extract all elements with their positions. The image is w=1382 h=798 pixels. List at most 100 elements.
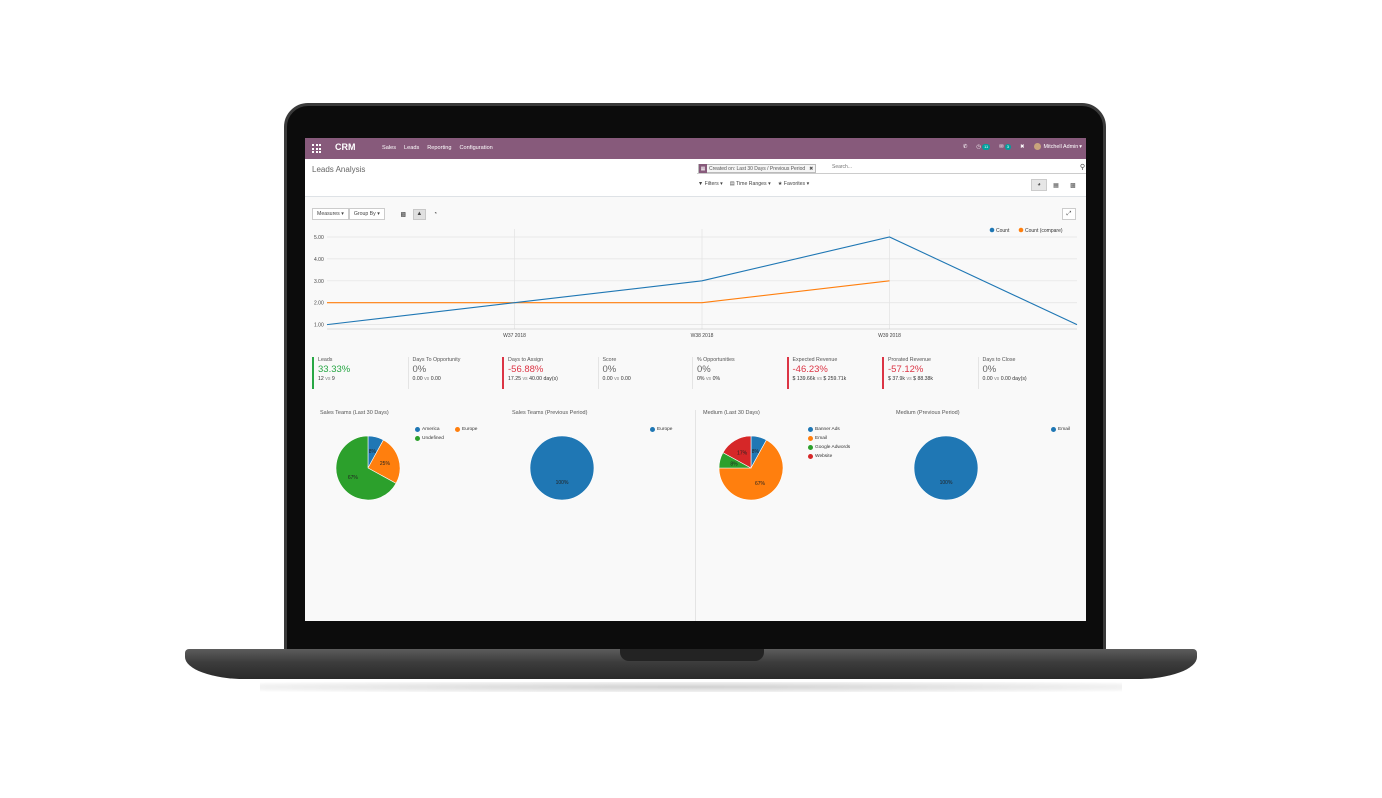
x-tick-label: W38 2018 <box>691 333 714 339</box>
pie-slice[interactable] <box>913 435 979 501</box>
kpi-percentage: -46.23% <box>792 364 828 375</box>
pie-slice-label: 67% <box>755 481 766 487</box>
kpi-card[interactable]: Days to Assign -56.88% 17.25 vs 40.00 day(… <box>502 357 598 389</box>
legend-label[interactable]: Count <box>996 228 1010 234</box>
pie-divider <box>695 410 696 621</box>
kpi-card[interactable]: % Opportunities 0% 0% vs 0% <box>692 357 787 389</box>
pie-slice[interactable] <box>335 435 397 501</box>
filters-dropdown[interactable]: ▼ Filters ▾ <box>698 181 723 187</box>
menu-leads[interactable]: Leads <box>404 145 420 151</box>
kpi-card[interactable]: Days To Opportunity 0% 0.00 vs 0.00 <box>407 357 503 389</box>
time-ranges-label: Time Ranges <box>736 181 767 187</box>
measures-button[interactable]: Measures ▾ <box>312 208 349 220</box>
kpi-previous: 0.00 <box>430 376 441 382</box>
tools-icon[interactable]: ✖ <box>1019 143 1025 150</box>
pie-legend: Europe <box>650 425 672 434</box>
pivot-view-icon[interactable]: ▦ <box>1053 182 1059 189</box>
kpi-current: 0% <box>697 376 705 382</box>
legend-item[interactable]: America <box>415 425 440 434</box>
y-tick-label: 4.00 <box>314 257 324 263</box>
legend-item[interactable]: Banner Ads <box>808 425 850 434</box>
menu-configuration[interactable]: Configuration <box>459 145 493 151</box>
app-brand[interactable]: CRM <box>335 142 356 152</box>
legend-dot <box>415 427 420 432</box>
line-chart-icon[interactable]: ▲ <box>412 208 426 220</box>
kpi-name: Score <box>602 357 617 363</box>
top-navbar: CRM Sales Leads Reporting Configuration … <box>305 138 1086 159</box>
pie-slice[interactable] <box>529 435 595 501</box>
kpi-vs: vs <box>424 376 430 382</box>
x-tick-label: W39 2018 <box>878 333 901 339</box>
group-by-button[interactable]: Group By ▾ <box>348 208 385 220</box>
pie-slice-label: 100% <box>556 480 569 486</box>
legend-item[interactable]: Google Adwords <box>808 443 850 452</box>
pie-chart: Sales Teams (Last 30 Days) America Europe U… <box>312 410 502 530</box>
activity-button[interactable]: ◷ 11 <box>976 143 991 150</box>
pie-slice[interactable] <box>367 439 401 484</box>
pie-slice-label: 67% <box>348 475 359 481</box>
menu-sales[interactable]: Sales <box>382 145 396 151</box>
activity-badge: 11 <box>982 143 991 150</box>
kpi-previous: 0.00 <box>620 376 631 382</box>
kpi-comparison: $ 37.9k vs $ 88.38k <box>888 376 978 382</box>
kpi-card[interactable]: Score 0% 0.00 vs 0.00 <box>597 357 693 389</box>
legend-item[interactable]: Undefined <box>415 434 444 443</box>
kpi-percentage: 0% <box>697 364 711 375</box>
laptop-notch <box>620 649 764 661</box>
series-line <box>326 236 1078 326</box>
kpi-comparison: $ 139.66k vs $ 259.71k <box>793 376 883 382</box>
kpi-vs: vs <box>816 376 822 382</box>
screen: CRM Sales Leads Reporting Configuration … <box>305 138 1086 621</box>
search-facet[interactable]: ▦ Created on: Last 30 Days / Previous Pe… <box>698 164 817 173</box>
pie-slice[interactable] <box>718 439 784 501</box>
apps-menu-icon[interactable] <box>312 144 321 153</box>
kpi-current: 17.25 <box>508 376 521 382</box>
kpi-card[interactable]: Days to Close 0% 0.00 vs 0.00 day(s) <box>977 357 1073 389</box>
messaging-button[interactable]: ✉ 3 <box>999 143 1011 150</box>
legend-item[interactable]: Email <box>1051 425 1070 434</box>
pie-slice-label: 8% <box>369 449 377 455</box>
favorites-dropdown[interactable]: ★ Favorites ▾ <box>777 181 810 187</box>
expand-icon[interactable]: ⤢ <box>1062 208 1076 220</box>
kpi-card[interactable]: Prorated Revenue -57.12% $ 37.9k vs $ 88.3… <box>882 357 978 389</box>
page-title: Leads Analysis <box>312 165 366 174</box>
kpi-previous: 0% <box>712 376 721 382</box>
kpi-current: 12 <box>318 376 324 382</box>
legend-dot <box>808 454 813 459</box>
menu-reporting[interactable]: Reporting <box>427 145 452 151</box>
kpi-current: 0.00 <box>982 376 993 382</box>
search-icon[interactable]: ⚲ <box>1079 164 1085 171</box>
kpi-comparison: 12 vs 9 <box>318 376 408 382</box>
kpi-name: % Opportunities <box>697 357 735 363</box>
phone-icon[interactable]: ✆ <box>962 143 968 150</box>
bar-chart-icon[interactable]: ▩ <box>400 211 407 218</box>
kpi-percentage: 0% <box>602 364 617 375</box>
user-name: Mitchell Admin <box>1043 143 1079 150</box>
dashboard-view-icon[interactable]: ◕ <box>1031 179 1047 191</box>
legend-item[interactable]: Website <box>808 452 850 461</box>
pie-slice[interactable] <box>722 435 752 469</box>
pie-slice-label: 100% <box>940 480 953 486</box>
graph-toolbar: Measures ▾ Group By ▾ ▩ ▲ ◔ <box>312 208 442 220</box>
pie-chart: Sales Teams (Previous Period) Europe 100% <box>504 410 694 530</box>
pie-svg: 8% 67% 8% 17% <box>718 435 784 501</box>
kpi-card[interactable]: Expected Revenue -46.23% $ 139.66k vs $ 25… <box>786 357 883 389</box>
kpi-name: Days to Assign <box>508 357 544 363</box>
kpi-card[interactable]: Leads 33.33% 12 vs 9 <box>312 357 408 389</box>
legend-text: Banner Ads <box>815 427 840 432</box>
graph-view-icon[interactable]: ▩ <box>1070 182 1076 189</box>
pie-slice-label: 25% <box>380 461 391 467</box>
legend-item[interactable]: Email <box>808 434 850 443</box>
kpi-name: Days to Close <box>982 357 1016 363</box>
user-menu[interactable]: Mitchell Admin ▾ <box>1033 143 1082 150</box>
search-input[interactable] <box>832 164 1072 170</box>
kpi-vs: vs <box>906 376 912 382</box>
remove-facet-icon[interactable]: ✖ <box>809 165 814 172</box>
kpi-vs: vs <box>994 376 1000 382</box>
legend-label[interactable]: Count (compare) <box>1025 228 1063 234</box>
legend-item[interactable]: Europe <box>650 425 672 434</box>
calendar-icon: ▦ <box>699 164 707 173</box>
legend-item[interactable]: Europe <box>455 425 477 434</box>
pie-chart-icon[interactable]: ◔ <box>433 211 438 217</box>
time-ranges-dropdown[interactable]: ▤ Time Ranges ▾ <box>729 181 771 187</box>
